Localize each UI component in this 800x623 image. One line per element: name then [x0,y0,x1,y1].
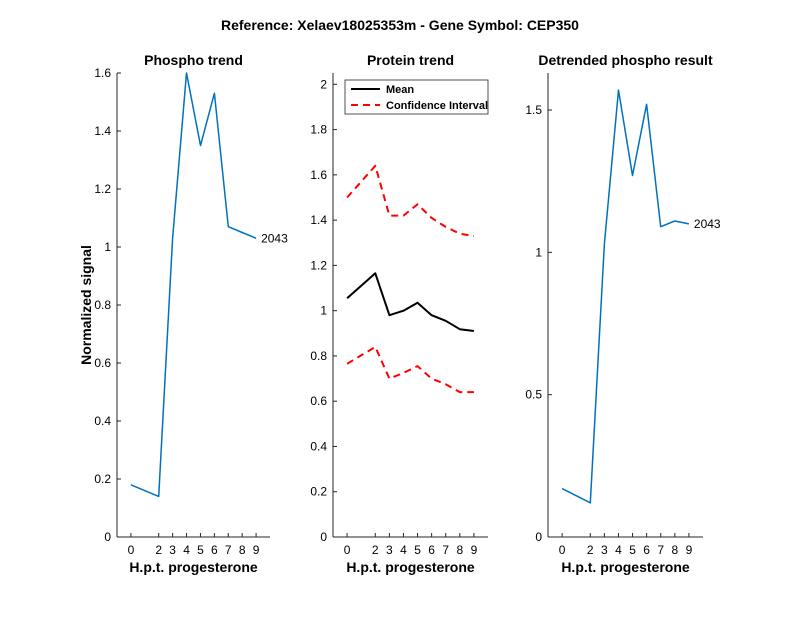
y-tick-label: 0.8 [94,298,111,312]
x-tick-label: 5 [414,543,421,557]
panel-title: Phospho trend [144,52,243,68]
y-tick-label: 0.6 [310,394,327,408]
x-tick-label: 0 [559,543,566,557]
legend-entry-label: Confidence Interval [386,100,488,112]
y-tick-label: 0.2 [310,485,327,499]
x-tick-label: 9 [471,543,478,557]
y-tick-label: 1.8 [310,123,327,137]
x-axis-label: H.p.t. progesterone [346,559,475,575]
x-tick-label: 3 [386,543,393,557]
x-tick-label: 4 [400,543,407,557]
x-tick-label: 0 [128,543,135,557]
x-axis-label: H.p.t. progesterone [561,559,690,575]
y-tick-label: 0 [535,530,542,544]
y-tick-label: 0.5 [525,388,542,402]
x-tick-label: 8 [456,543,463,557]
phospho-trend-panel: Phospho trend H.p.t. progesterone Normaliz… [78,52,288,575]
x-tick-label: 3 [169,543,176,557]
y-tick-label: 0.4 [94,414,111,428]
x-tick-label: 8 [671,543,678,557]
x-tick-label: 2 [372,543,379,557]
x-tick-label: 6 [428,543,435,557]
series-end-label: 2043 [694,217,721,231]
x-axis-label: H.p.t. progesterone [129,559,258,575]
x-tick-label: 7 [442,543,449,557]
x-tick-label: 7 [657,543,664,557]
series-line-0 [561,89,690,504]
y-tick-label: 0.6 [94,356,111,370]
y-tick-label: 0.2 [94,472,111,486]
x-tick-label: 4 [615,543,622,557]
panel-title: Detrended phospho result [538,52,713,68]
x-tick-label: 4 [183,543,190,557]
y-tick-label: 1.5 [525,103,542,117]
legend-box [344,79,489,115]
x-tick-label: 6 [211,543,218,557]
x-tick-label: 9 [686,543,693,557]
detrended-phospho-panel: Detrended phospho result H.p.t. progester… [525,52,721,575]
y-tick-label: 0 [320,530,327,544]
y-tick-label: 0.4 [310,439,327,453]
series-line-0 [346,272,475,332]
x-tick-label: 3 [601,543,608,557]
series-line-0 [130,72,257,498]
y-tick-label: 1.4 [94,124,111,138]
y-tick-label: 1 [320,304,327,318]
y-tick-label: 1.2 [310,258,327,272]
x-tick-label: 9 [253,543,260,557]
legend-entry-label: Mean [386,84,414,96]
panel-title: Protein trend [367,52,454,68]
x-tick-label: 5 [197,543,204,557]
y-tick-label: 1 [104,240,111,254]
x-tick-label: 2 [587,543,594,557]
y-axis-label: Normalized signal [78,245,94,365]
y-tick-label: 1.6 [310,168,327,182]
x-tick-label: 2 [155,543,162,557]
series-line-2 [346,345,474,394]
x-tick-label: 5 [629,543,636,557]
series-end-label: 2043 [261,231,288,245]
y-tick-label: 1.2 [94,182,111,196]
y-tick-label: 1.4 [310,213,327,227]
y-tick-label: 1 [535,245,542,259]
y-tick-label: 2 [320,77,327,91]
x-tick-label: 7 [225,543,232,557]
figure-title: Reference: Xelaev18025353m - Gene Symbol… [221,17,579,33]
x-tick-label: 6 [643,543,650,557]
y-tick-label: 1.6 [94,66,111,80]
y-tick-label: 0.8 [310,349,327,363]
x-tick-label: 8 [239,543,246,557]
series-line-1 [346,164,475,237]
x-tick-label: 0 [344,543,351,557]
y-tick-label: 0 [104,530,111,544]
